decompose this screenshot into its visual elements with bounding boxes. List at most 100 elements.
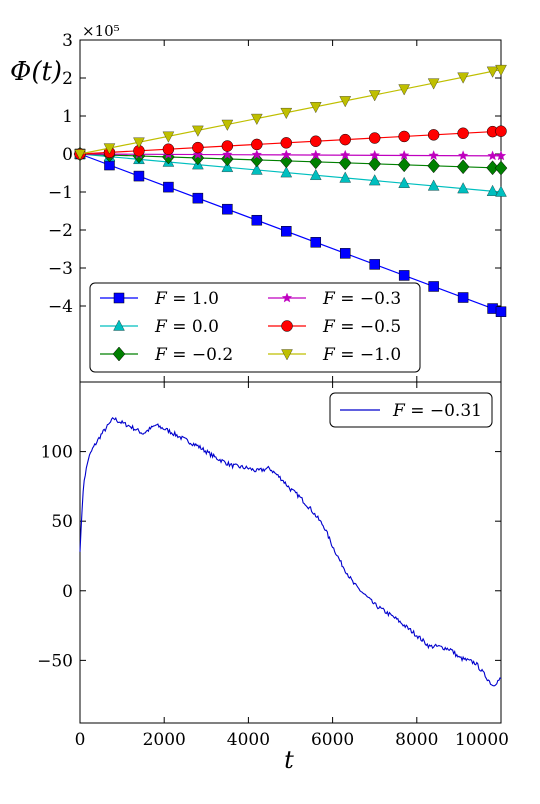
- bottom-x-tick-label: 6000: [311, 730, 354, 750]
- data-point: [495, 125, 507, 137]
- data-point: [163, 181, 174, 193]
- bottom-y-tick-label: 50: [51, 512, 73, 532]
- legend-label: F = −0.2: [154, 345, 233, 365]
- bottom-y-ticks: 100 50 0 −50: [37, 443, 501, 671]
- series-line-f-minus-0-31: [79, 416, 502, 687]
- data-point: [486, 66, 499, 78]
- data-point: [457, 182, 469, 194]
- data-point: [133, 137, 145, 149]
- legend-marker: [113, 292, 125, 304]
- bottom-x-ticks: 0 2000 4000 6000 8000 10000: [75, 382, 509, 750]
- data-point: [398, 270, 410, 281]
- series-square: [74, 148, 507, 317]
- data-point: [427, 158, 440, 174]
- data-point: [427, 129, 440, 141]
- data-point: [280, 108, 293, 119]
- bottom-x-axis-label: t: [284, 746, 294, 774]
- data-point: [495, 64, 507, 76]
- data-point: [456, 159, 470, 175]
- data-point: [281, 226, 292, 237]
- legend-label: F = 0.0: [154, 317, 219, 337]
- data-point: [74, 149, 86, 161]
- data-point: [368, 156, 382, 172]
- data-point: [339, 96, 351, 108]
- data-point: [222, 149, 233, 160]
- data-point: [310, 168, 322, 180]
- top-y-tick-label: 2: [62, 69, 73, 89]
- data-point: [338, 155, 352, 171]
- data-point: [281, 149, 292, 160]
- data-point: [251, 149, 262, 160]
- bottom-legend-box: [329, 392, 493, 428]
- bottom-x-tick-label: 0: [75, 730, 86, 750]
- data-point: [103, 143, 116, 155]
- data-point: [310, 135, 322, 147]
- data-point: [280, 166, 293, 178]
- data-point: [457, 72, 469, 84]
- data-point: [368, 132, 381, 144]
- data-point: [310, 237, 322, 248]
- legend-label: F = −0.3: [322, 289, 401, 309]
- data-point: [398, 176, 410, 188]
- legend-label: F = −1.0: [322, 345, 401, 365]
- series-triangle-down: [74, 64, 507, 161]
- top-y-tick-label: 1: [62, 107, 73, 127]
- top-y-axis-label: Φ(t): [10, 57, 62, 87]
- data-point: [340, 149, 351, 160]
- data-point: [369, 259, 380, 270]
- top-y-tick-label: −1: [48, 183, 73, 203]
- bottom-y-tick-label: −50: [37, 651, 73, 671]
- top-y-ticks: 3 2 1 0 −1 −2 −3 −4: [48, 31, 502, 382]
- top-legend: F = 1.0 F = 0.0 F = −0.2 F = −0.3 F = −0.5 F …: [89, 282, 421, 373]
- data-point: [251, 214, 263, 226]
- legend-label: F = −0.31: [392, 401, 482, 421]
- data-point: [310, 149, 321, 160]
- data-point: [250, 152, 264, 168]
- top-y-tick-label: −4: [48, 297, 73, 317]
- data-point: [221, 119, 234, 131]
- data-point: [428, 150, 439, 160]
- legend-label: F = −0.5: [322, 317, 401, 337]
- bottom-x-tick-label: 10000: [455, 730, 509, 750]
- legend-label: F = 1.0: [154, 289, 219, 309]
- data-point: [486, 184, 499, 196]
- data-point: [457, 292, 469, 303]
- bottom-y-tick-label: 100: [41, 443, 73, 463]
- bottom-y-tick-label: 0: [62, 582, 73, 602]
- top-y-multiplier: ×10⁵: [82, 22, 120, 40]
- top-y-tick-label: 3: [62, 31, 73, 51]
- series-circle: [74, 125, 507, 160]
- data-point: [398, 84, 410, 96]
- data-point: [368, 174, 381, 186]
- data-point: [221, 140, 234, 152]
- bottom-legend: F = −0.31: [329, 392, 493, 428]
- data-point: [369, 149, 380, 160]
- legend-marker: [113, 319, 125, 331]
- data-point: [368, 90, 381, 102]
- data-point: [487, 150, 498, 161]
- data-point: [495, 185, 507, 197]
- data-point: [192, 141, 204, 154]
- data-point: [251, 163, 263, 175]
- data-point: [457, 150, 469, 161]
- data-point: [339, 248, 351, 259]
- legend-marker: [281, 349, 293, 361]
- bottom-series-group: [79, 416, 502, 687]
- bottom-x-tick-label: 4000: [227, 730, 270, 750]
- data-point: [427, 78, 440, 90]
- data-point: [494, 160, 508, 176]
- data-point: [162, 143, 175, 155]
- data-point: [280, 137, 293, 149]
- data-point: [162, 131, 175, 143]
- data-point: [457, 127, 469, 140]
- bottom-x-tick-label: 8000: [395, 730, 438, 750]
- data-point: [495, 150, 507, 161]
- data-point: [486, 160, 499, 176]
- data-point: [310, 102, 322, 114]
- data-point: [192, 192, 204, 204]
- data-point: [398, 130, 410, 143]
- top-legend-box: [89, 282, 421, 373]
- data-point: [251, 113, 263, 125]
